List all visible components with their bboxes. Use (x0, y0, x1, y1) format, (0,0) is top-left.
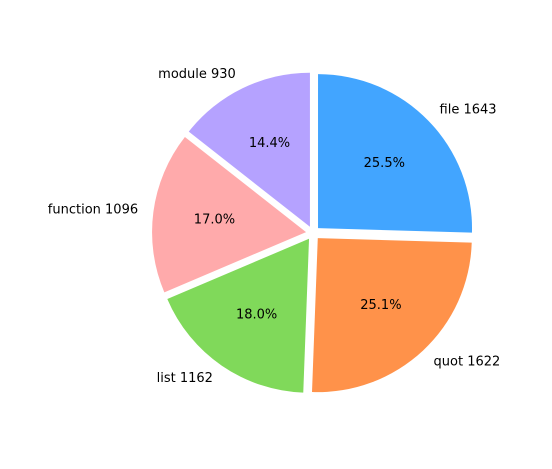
slice-percent-4: 14.4% (249, 136, 290, 151)
slice-percent-3: 17.0% (194, 212, 235, 227)
slice-percent-0: 25.5% (364, 156, 405, 171)
slice-label-4: module 930 (158, 67, 236, 82)
pie-labels: file 1643 25.5% quot 1622 25.1% list 1162 18.… (48, 67, 500, 386)
slice-label-1: quot 1622 (434, 354, 501, 369)
pie-slice-4 (188, 72, 310, 227)
pie-slices (152, 72, 473, 393)
pie-slice-3 (152, 137, 307, 293)
slice-label-0: file 1643 (440, 103, 497, 118)
slice-label-2: list 1162 (157, 371, 213, 386)
slice-label-3: function 1096 (48, 202, 138, 217)
pie-slice-1 (312, 238, 472, 393)
slice-percent-2: 18.0% (236, 307, 277, 322)
pie-slice-2 (167, 238, 310, 393)
slice-percent-1: 25.1% (360, 298, 401, 313)
pie-slice-0 (318, 74, 473, 233)
